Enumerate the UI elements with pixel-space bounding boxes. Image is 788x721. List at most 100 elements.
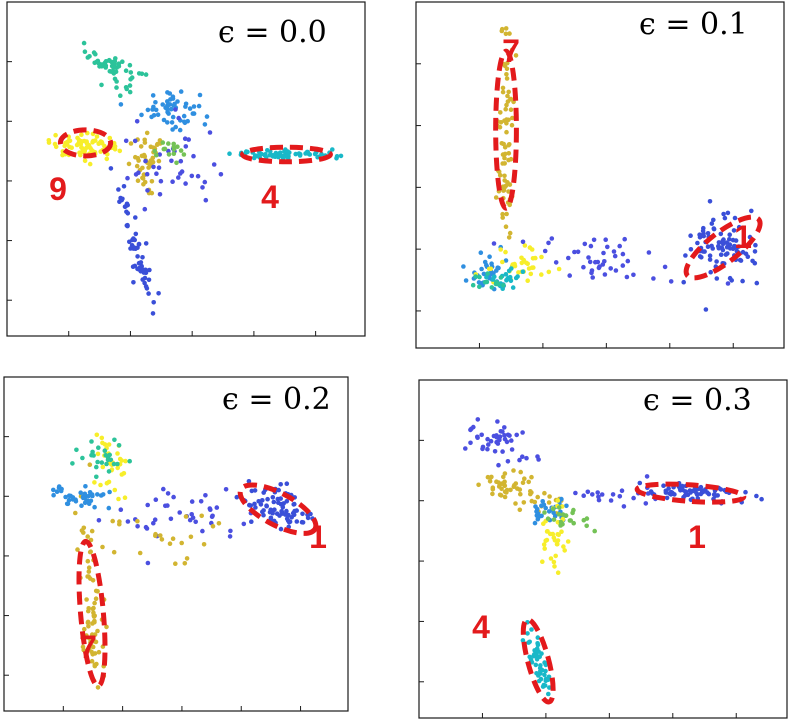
data-point <box>613 268 619 273</box>
data-point <box>705 231 711 236</box>
data-points <box>51 432 315 690</box>
data-point <box>158 533 163 538</box>
data-point <box>529 474 534 480</box>
data-point <box>507 31 512 36</box>
data-point <box>135 266 140 272</box>
data-point <box>136 170 141 175</box>
data-point <box>189 512 194 517</box>
data-point <box>519 255 524 261</box>
data-point <box>183 101 189 107</box>
data-point <box>511 468 516 473</box>
data-point <box>191 153 196 159</box>
data-point <box>145 502 150 508</box>
data-point <box>95 628 100 634</box>
data-point <box>114 65 120 70</box>
data-point <box>93 588 99 594</box>
data-point <box>171 151 177 156</box>
data-point <box>93 51 98 57</box>
data-points <box>46 40 344 316</box>
data-point <box>181 152 187 157</box>
data-point <box>528 657 534 663</box>
data-point <box>93 596 99 601</box>
data-point <box>91 620 96 625</box>
data-point <box>488 438 494 444</box>
data-point <box>106 505 112 511</box>
data-point <box>81 647 86 653</box>
data-point <box>82 626 87 632</box>
data-point <box>520 239 526 245</box>
data-point <box>725 210 731 216</box>
data-point <box>468 440 473 446</box>
data-point <box>661 483 666 488</box>
data-point <box>154 171 159 176</box>
data-point <box>498 247 503 252</box>
data-point <box>502 471 508 476</box>
data-point <box>166 111 171 116</box>
data-point <box>91 453 96 458</box>
data-point <box>83 484 88 489</box>
data-point <box>502 494 508 500</box>
data-point <box>551 559 557 565</box>
data-point <box>596 497 602 503</box>
data-point <box>631 495 636 501</box>
data-point <box>547 685 552 690</box>
data-point <box>716 245 722 251</box>
data-point <box>117 456 123 462</box>
data-point <box>566 255 571 261</box>
data-point <box>736 224 742 230</box>
data-point <box>561 544 566 549</box>
data-point <box>510 285 516 290</box>
data-point <box>542 683 548 688</box>
data-point <box>334 154 340 159</box>
data-point <box>169 120 175 125</box>
data-point <box>73 510 78 516</box>
data-point <box>123 458 128 464</box>
data-point <box>189 173 195 179</box>
data-point <box>177 510 182 515</box>
data-point <box>722 215 728 221</box>
data-point <box>585 489 591 495</box>
data-point <box>694 491 700 496</box>
data-point <box>140 267 146 273</box>
data-point <box>227 151 232 156</box>
data-point <box>723 252 729 257</box>
data-point <box>491 241 497 246</box>
data-point <box>695 240 700 246</box>
data-point <box>521 500 527 505</box>
data-point <box>500 429 505 434</box>
data-point <box>300 511 305 517</box>
data-point <box>111 549 117 555</box>
data-point <box>688 247 694 252</box>
data-point <box>518 491 523 497</box>
data-point <box>153 107 159 113</box>
data-point <box>571 507 576 513</box>
data-point <box>106 479 112 485</box>
data-point <box>150 93 156 98</box>
data-point <box>512 483 517 488</box>
data-point <box>500 449 505 454</box>
data-point <box>150 155 156 161</box>
data-point <box>127 458 132 464</box>
data-point <box>125 222 130 228</box>
data-point <box>125 202 130 208</box>
data-point <box>135 524 140 529</box>
data-point <box>504 76 510 81</box>
data-point <box>522 476 527 481</box>
data-point <box>99 435 105 441</box>
data-point <box>504 211 509 217</box>
data-point <box>651 276 656 281</box>
data-point <box>624 274 630 280</box>
data-point <box>753 242 758 248</box>
data-point <box>267 152 273 158</box>
data-point <box>68 493 73 499</box>
scatter-panel-eps-0-0: 9 4 ϵ = 0.0 <box>0 0 366 339</box>
data-point <box>174 160 179 166</box>
data-point <box>644 474 650 479</box>
data-point <box>140 176 146 181</box>
data-point <box>127 62 133 68</box>
data-point <box>520 480 526 485</box>
data-point <box>90 652 95 657</box>
data-point <box>523 260 529 266</box>
data-point <box>514 432 519 438</box>
data-point <box>646 250 652 255</box>
